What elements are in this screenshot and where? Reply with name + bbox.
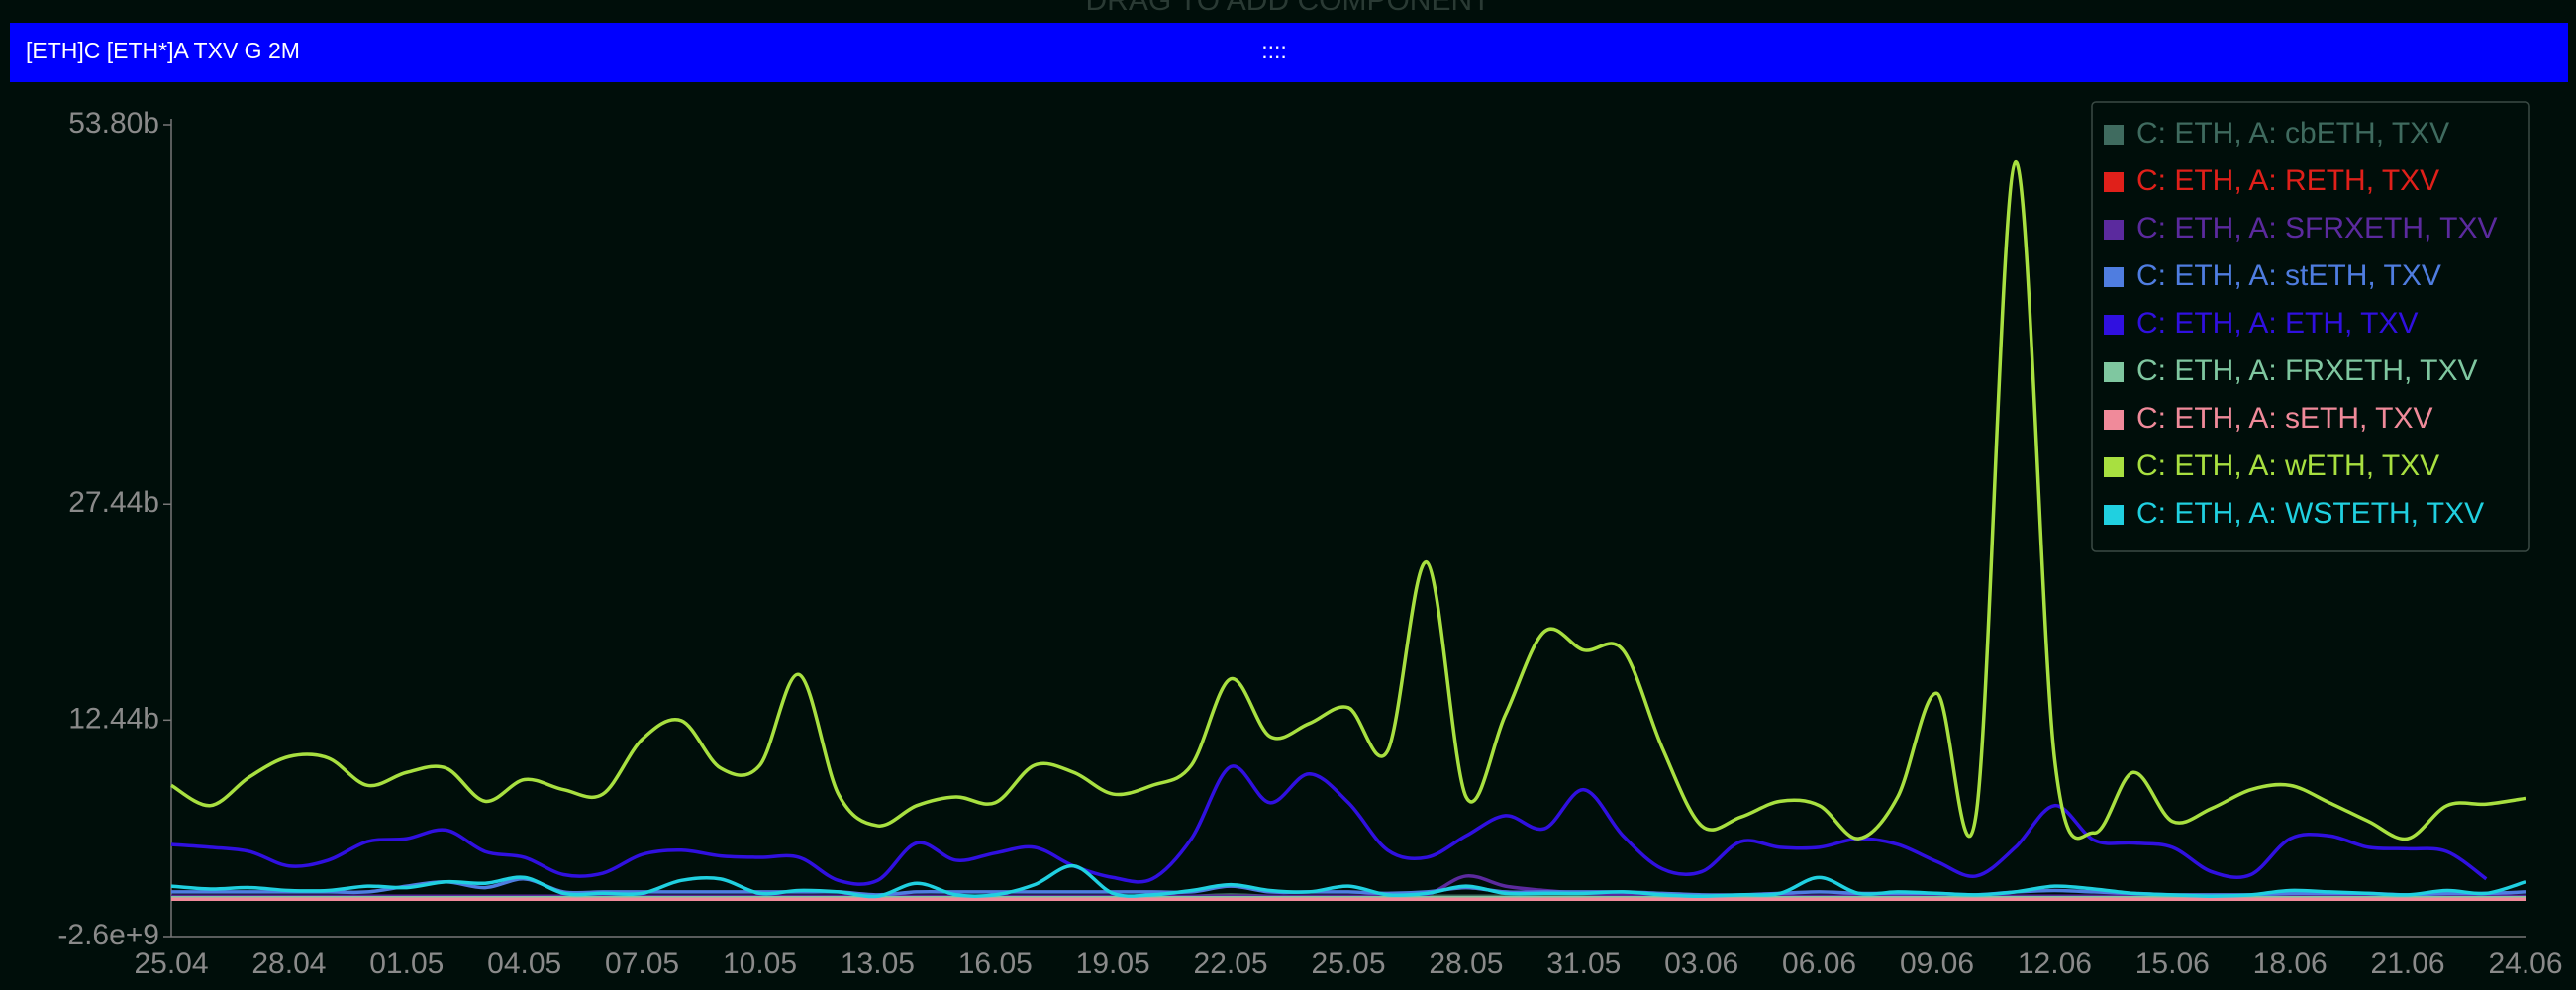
x-tick-label: 04.05 bbox=[487, 947, 561, 980]
legend-swatch bbox=[2104, 362, 2124, 382]
legend-swatch bbox=[2104, 315, 2124, 335]
legend-label: C: ETH, A: FRXETH, TXV bbox=[2136, 354, 2478, 387]
x-tick-label: 06.06 bbox=[1782, 947, 1856, 980]
x-tick-label: 18.06 bbox=[2253, 947, 2328, 980]
series-line bbox=[170, 160, 2526, 842]
legend-swatch bbox=[2104, 505, 2124, 525]
y-tick-label: -2.6e+9 bbox=[57, 919, 159, 951]
x-tick-label: 07.05 bbox=[605, 947, 679, 980]
x-tick-label: 09.06 bbox=[1900, 947, 1974, 980]
x-tick-label: 10.05 bbox=[723, 947, 797, 980]
legend-label: C: ETH, A: RETH, TXV bbox=[2136, 164, 2439, 197]
panel-title: [ETH]C [ETH*]A TXV G 2M bbox=[26, 38, 300, 63]
legend-label: C: ETH, A: sETH, TXV bbox=[2136, 402, 2433, 435]
legend-swatch bbox=[2104, 125, 2124, 145]
x-tick-label: 28.05 bbox=[1429, 947, 1503, 980]
series-line bbox=[170, 764, 2488, 886]
x-tick-label: 28.04 bbox=[251, 947, 326, 980]
legend-swatch bbox=[2104, 220, 2124, 240]
x-tick-label: 16.05 bbox=[958, 947, 1033, 980]
x-tick-label: 19.05 bbox=[1076, 947, 1150, 980]
x-tick-label: 15.06 bbox=[2135, 947, 2210, 980]
x-tick-label: 01.05 bbox=[369, 947, 444, 980]
legend-swatch bbox=[2104, 410, 2124, 430]
drag-handle[interactable]: :::: bbox=[1261, 38, 1287, 63]
x-tick-label: 03.06 bbox=[1664, 947, 1738, 980]
x-tick-label: 21.06 bbox=[2371, 947, 2445, 980]
drag-hint: DRAG TO ADD COMPONENT bbox=[1086, 0, 1491, 17]
y-tick-label: 53.80b bbox=[68, 107, 159, 140]
x-tick-label: 12.06 bbox=[2018, 947, 2092, 980]
x-tick-label: 31.05 bbox=[1546, 947, 1621, 980]
y-tick-label: 27.44b bbox=[68, 486, 159, 519]
series-line bbox=[170, 864, 2526, 899]
x-tick-label: 24.06 bbox=[2488, 947, 2562, 980]
x-tick-label: 13.05 bbox=[841, 947, 915, 980]
legend-swatch bbox=[2104, 267, 2124, 287]
header-bar[interactable] bbox=[10, 23, 2568, 82]
legend-label: C: ETH, A: wETH, TXV bbox=[2136, 449, 2439, 482]
legend-label: C: ETH, A: SFRXETH, TXV bbox=[2136, 212, 2498, 245]
legend-label: C: ETH, A: WSTETH, TXV bbox=[2136, 497, 2484, 530]
legend-box bbox=[2091, 101, 2530, 552]
legend-label: C: ETH, A: stETH, TXV bbox=[2136, 259, 2441, 292]
legend-swatch bbox=[2104, 172, 2124, 192]
y-tick-label: 12.44b bbox=[68, 702, 159, 735]
legend-label: C: ETH, A: cbETH, TXV bbox=[2136, 117, 2449, 149]
x-tick-label: 22.05 bbox=[1194, 947, 1268, 980]
x-tick-label: 25.05 bbox=[1311, 947, 1385, 980]
legend-label: C: ETH, A: ETH, TXV bbox=[2136, 307, 2419, 340]
legend-swatch bbox=[2104, 457, 2124, 477]
x-tick-label: 25.04 bbox=[134, 947, 208, 980]
